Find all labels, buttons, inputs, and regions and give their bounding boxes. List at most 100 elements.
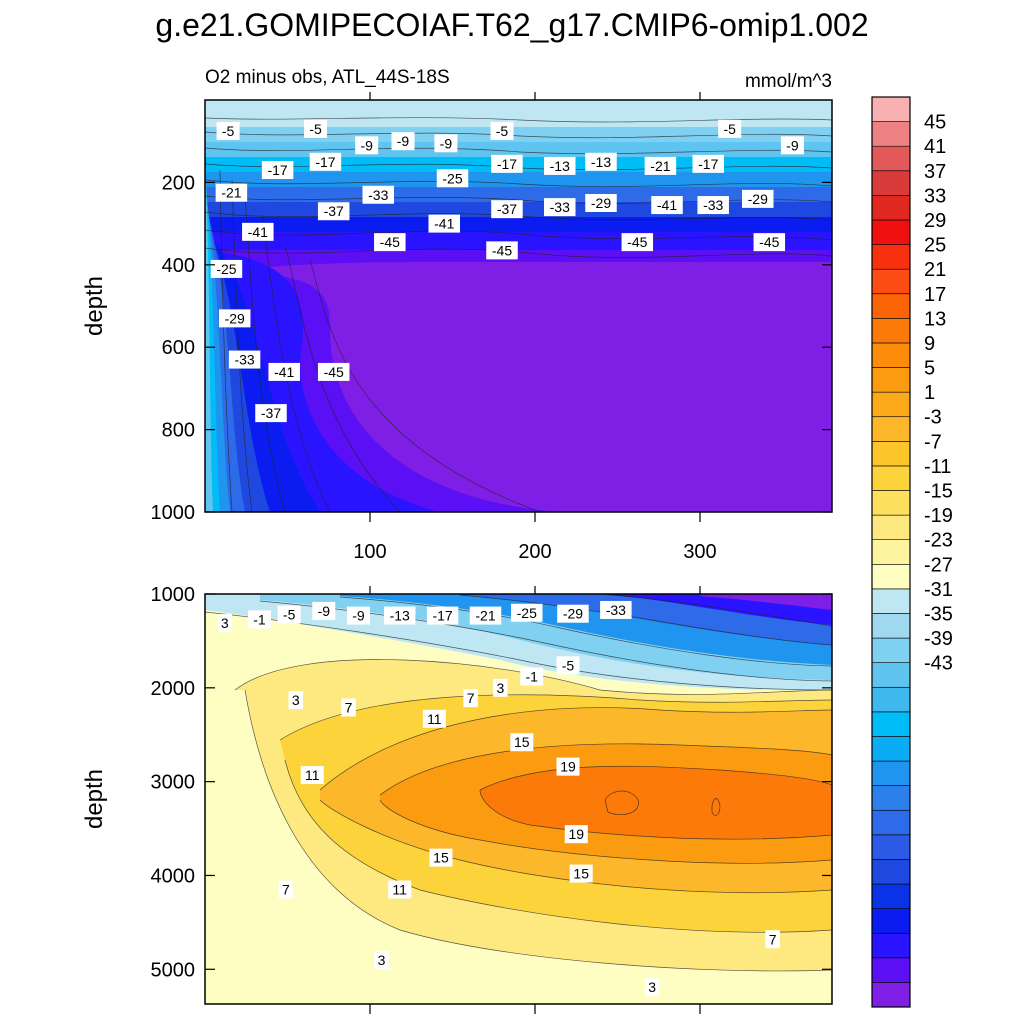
upper-contour-label-box — [428, 214, 460, 233]
colorbar-label: -7 — [924, 431, 942, 453]
lower-contour-label-box — [300, 766, 324, 785]
colorbar-swatch — [871, 686, 911, 713]
colorbar-label: 41 — [924, 136, 946, 158]
lower-contour-label-box — [556, 757, 580, 776]
lower-ytick-label: 2000 — [151, 678, 196, 700]
upper-contour-label-box — [490, 121, 514, 140]
upper-contour-label: -5 — [309, 121, 322, 137]
lower-ytick-label: 3000 — [151, 772, 196, 794]
colorbar-swatch — [871, 342, 911, 368]
lower-contour-label-box — [510, 733, 534, 752]
upper-contour-label: -9 — [786, 137, 799, 153]
upper-contour-label-box — [255, 404, 287, 423]
upper-xtick-label: 200 — [518, 541, 551, 563]
upper-contour-label-box — [355, 136, 379, 155]
upper-xtick-label: 300 — [683, 541, 716, 563]
colorbar-swatch — [871, 908, 911, 934]
upper-contour-label: -17 — [497, 156, 517, 172]
upper-contour-label: -25 — [442, 170, 462, 186]
upper-right-title: mmol/m^3 — [745, 71, 832, 92]
upper-contour-label: -5 — [496, 123, 509, 139]
lower-ticks: 1000 2000 3000 4000 5000 — [151, 584, 832, 1014]
lower-contour-label-box — [312, 601, 336, 620]
upper-contour-labels: -5 -5 -5 -5 -9 -9 -9 -9 -17 -17 -17 -17 -13 -13 -21 -25… — [210, 119, 804, 423]
colorbar-label: 9 — [924, 333, 935, 355]
upper-contour-label: -45 — [627, 234, 647, 250]
colorbar-swatch — [871, 121, 911, 147]
upper-ytick-label: 600 — [162, 337, 195, 359]
upper-contour-label: -37 — [497, 201, 517, 217]
upper-contour-label: -45 — [324, 364, 344, 380]
colorbar-label: -31 — [924, 579, 953, 601]
lower-contour-label-box — [644, 978, 660, 997]
upper-frame — [204, 99, 833, 513]
lower-contour-label: -17 — [432, 608, 452, 624]
upper-ticks: 200 400 600 800 1000 100 200 300 — [151, 92, 832, 563]
lower-contour-label: -1 — [253, 611, 266, 627]
upper-contour-label: -13 — [591, 154, 611, 170]
colorbar-label: 33 — [924, 185, 946, 207]
lower-contour-label-box — [277, 605, 301, 624]
upper-contour-label-box — [374, 233, 406, 252]
colorbar-label: 13 — [924, 308, 946, 330]
lower-contour-label: 3 — [378, 952, 386, 968]
colorbar-swatch — [871, 859, 911, 885]
upper-contour-label: -5 — [723, 121, 736, 137]
upper-contour-label-box — [261, 161, 294, 180]
upper-contour-label-box — [434, 134, 458, 153]
lower-contour-label-box — [217, 614, 233, 633]
colorbar-swatch — [871, 96, 911, 122]
upper-left-title: O2 minus obs, ATL_44S-18S — [205, 67, 450, 88]
upper-contour-label: -21 — [650, 158, 670, 174]
upper-contour-label: -9 — [397, 133, 410, 149]
upper-contour-label: -25 — [216, 261, 236, 277]
upper-contour-label-box — [317, 202, 350, 221]
lower-panel: 3 -1 -5 -9 -9 -13 -17 -21 -25 -29 -33-1-533 7711151… — [81, 584, 833, 1014]
lower-contour-label: -1 — [525, 669, 538, 685]
colorbar-label: 37 — [924, 161, 946, 183]
colorbar-swatch — [871, 883, 911, 909]
upper-contour-label: -17 — [698, 156, 718, 172]
colorbar-swatch — [871, 145, 911, 172]
lower-contour-label: 15 — [573, 866, 589, 882]
lower-contour-label: -5 — [283, 607, 296, 623]
upper-contour-label-box — [753, 233, 786, 252]
upper-contour-label-box — [585, 194, 617, 212]
lower-contour-label: 15 — [514, 734, 530, 750]
lower-contour-label-box — [383, 606, 416, 625]
colorbar-swatch — [871, 391, 911, 418]
upper-contour-label-box — [242, 222, 274, 241]
colorbar-swatch — [871, 736, 911, 762]
upper-contour-label-box — [391, 132, 415, 151]
lower-contour-label: 7 — [769, 931, 777, 947]
upper-contour-label: -37 — [261, 405, 281, 421]
upper-contour-label: -41 — [434, 216, 454, 232]
lower-contour-label-box — [564, 825, 588, 844]
lower-contour-label-box — [765, 930, 780, 949]
lower-contour-label-box — [426, 606, 459, 625]
lower-contour-label: 3 — [221, 615, 229, 631]
upper-contour-label-box — [218, 309, 251, 328]
upper-ytick-label: 200 — [162, 172, 195, 194]
upper-contour-label-box — [780, 136, 804, 155]
upper-contour-label: -13 — [550, 158, 570, 174]
upper-contour-label-box — [544, 198, 576, 217]
colorbar-swatch — [871, 293, 911, 319]
lower-contour-label-box — [346, 606, 370, 625]
lower-contour-label: 11 — [392, 882, 407, 898]
colorbar-swatch — [871, 932, 911, 959]
upper-contour-label: -17 — [315, 154, 335, 170]
colorbar-swatch — [871, 711, 911, 737]
upper-contour-label: -37 — [324, 203, 344, 219]
lower-band-neg43 — [700, 594, 832, 610]
figure-title: g.e21.GOMIPECOIAF.T62_g17.CMIP6-omip1.00… — [155, 7, 868, 43]
upper-contour-label: -41 — [274, 364, 294, 380]
upper-contour-label-box — [651, 196, 683, 215]
upper-contour-label: -45 — [492, 242, 512, 258]
colorbar-label: -23 — [924, 530, 953, 552]
upper-contour-label-box — [216, 121, 240, 140]
colorbar-label: -15 — [924, 481, 953, 503]
colorbar-label: -27 — [924, 554, 953, 576]
